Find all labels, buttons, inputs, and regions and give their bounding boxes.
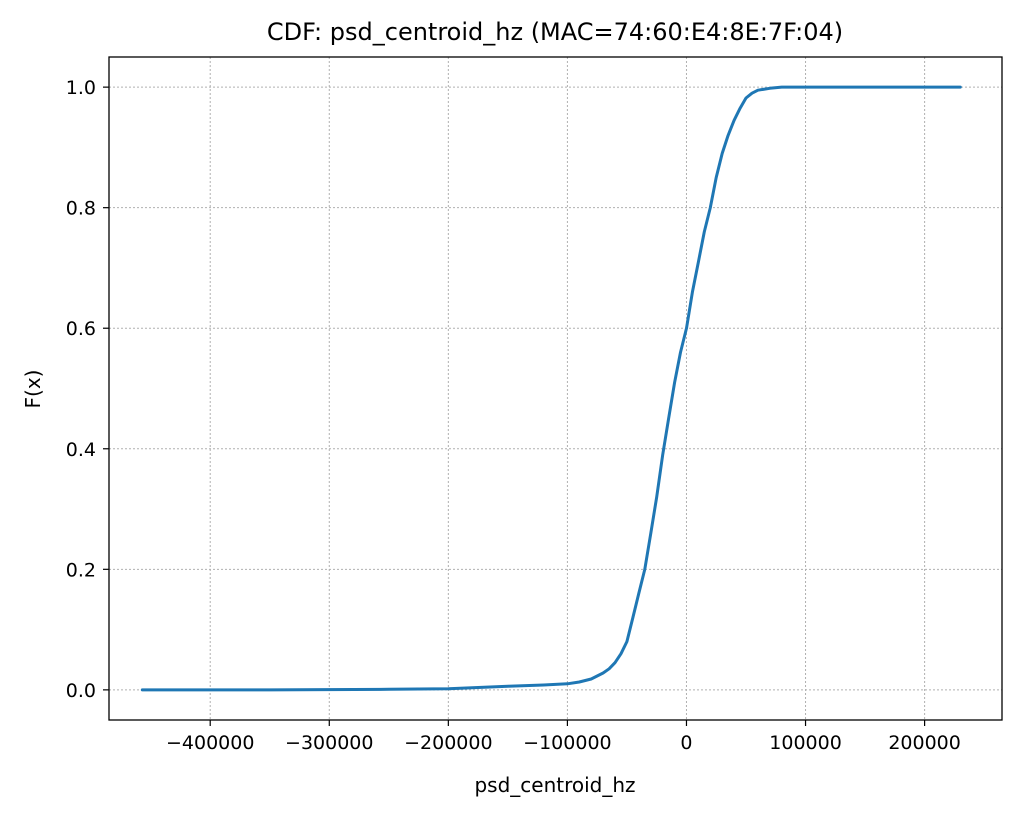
- x-tick-label: 100000: [769, 732, 842, 754]
- series-layer: [140, 85, 962, 692]
- chart-title: CDF: psd_centroid_hz (MAC=74:60:E4:8E:7F…: [267, 18, 843, 46]
- y-tick-label: 0.2: [66, 559, 96, 581]
- x-axis-label: psd_centroid_hz: [474, 773, 635, 797]
- cdf-series-line: [140, 85, 962, 692]
- x-tick-label: −200000: [404, 732, 492, 754]
- x-tick-label: 200000: [888, 732, 961, 754]
- y-tick-label: 0.4: [66, 439, 96, 461]
- x-tick-label: −100000: [523, 732, 611, 754]
- y-axis-label: F(x): [21, 370, 45, 409]
- y-tick-label: 0.0: [66, 680, 96, 702]
- y-tick-label: 1.0: [66, 77, 96, 99]
- x-tick-label: −300000: [285, 732, 373, 754]
- plot-frame: [108, 56, 1003, 721]
- grid: [109, 57, 1002, 720]
- y-tick-label: 0.8: [66, 198, 96, 220]
- x-tick-label: −400000: [166, 732, 254, 754]
- y-tick-label: 0.6: [66, 318, 96, 340]
- x-tick-label: 0: [680, 732, 692, 754]
- x-axis-ticks: −400000 −300000 −200000 −100000 0 100000 20000…: [166, 720, 961, 754]
- y-axis-ticks: 0.0 0.2 0.4 0.6 0.8 1.0: [66, 77, 109, 702]
